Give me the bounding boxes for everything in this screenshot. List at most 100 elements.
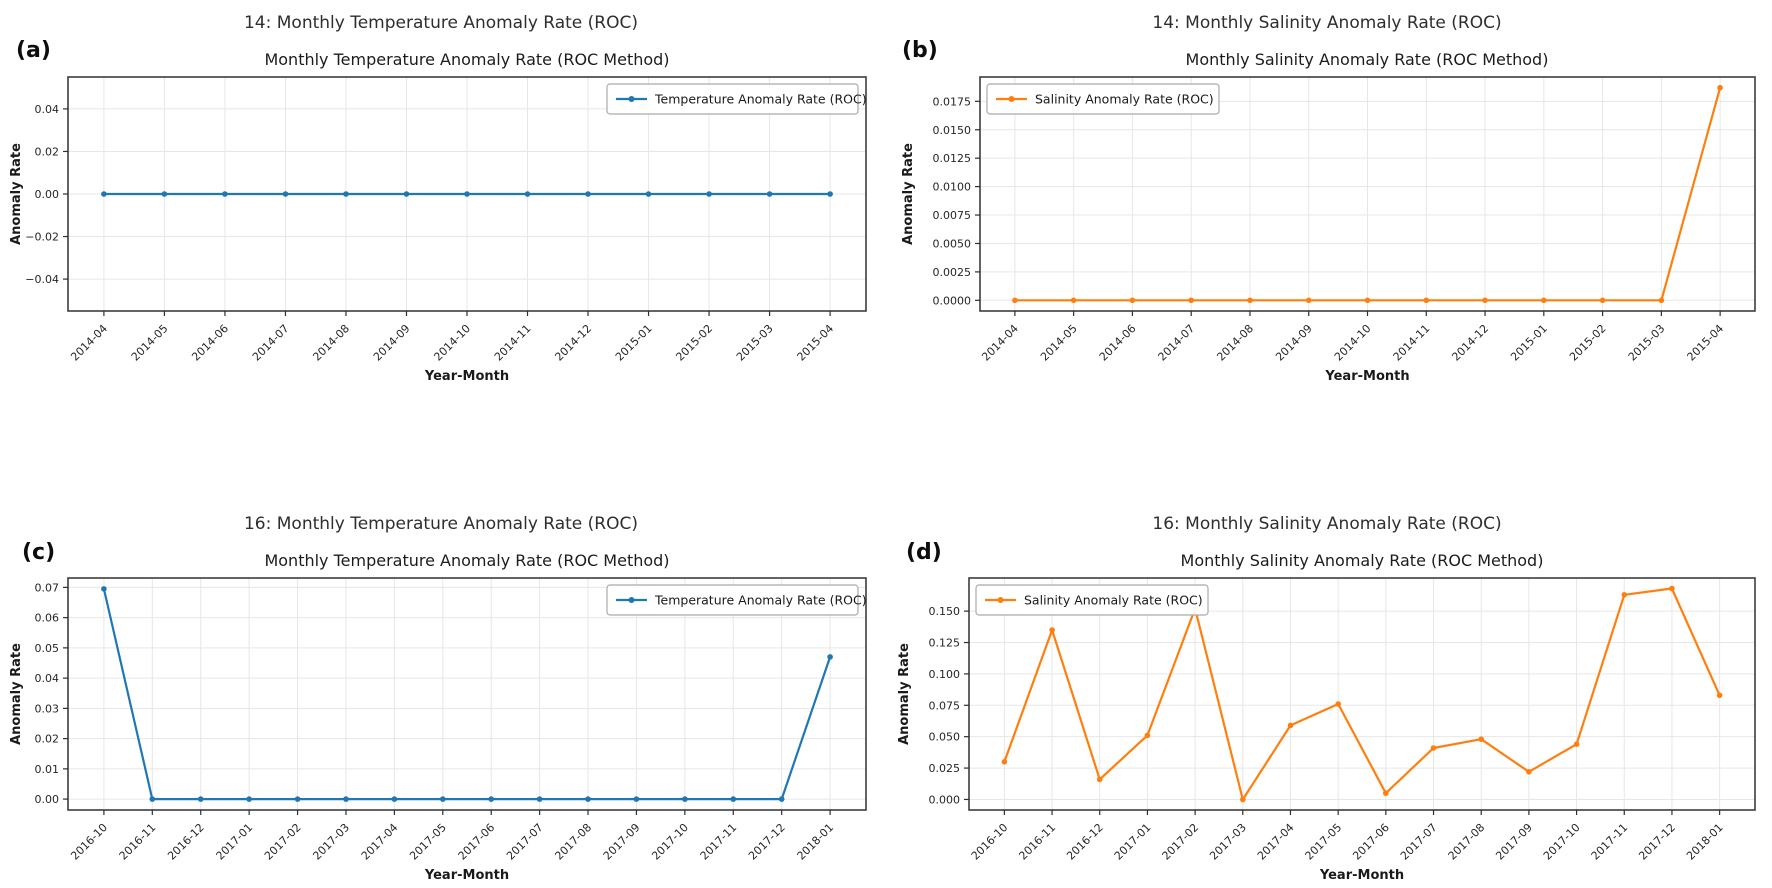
svg-text:0.0000: 0.0000 (933, 294, 972, 307)
svg-text:2017-07: 2017-07 (504, 821, 546, 863)
svg-text:2015-01: 2015-01 (613, 322, 655, 364)
svg-text:2014-08: 2014-08 (1214, 322, 1256, 364)
panel-c-letter: (c) (22, 540, 56, 565)
svg-text:0.04: 0.04 (35, 103, 60, 116)
svg-text:2017-04: 2017-04 (359, 821, 401, 863)
svg-text:2016-11: 2016-11 (1016, 821, 1058, 863)
svg-text:2014-06: 2014-06 (189, 322, 231, 364)
chart-b-x-tick-labels: 2014-04 2014-05 2014-06 2014-07 2014-08 2014-… (979, 322, 1726, 364)
panel-d-letter: (d) (906, 540, 942, 565)
svg-text:0.0075: 0.0075 (933, 209, 972, 222)
svg-text:2014-10: 2014-10 (1332, 322, 1374, 364)
svg-text:2014-12: 2014-12 (1449, 322, 1491, 364)
chart-d-y-axis-label: Anomaly Rate (897, 643, 912, 745)
svg-text:2014-11: 2014-11 (492, 322, 534, 364)
svg-text:2017-07: 2017-07 (1398, 821, 1440, 863)
svg-text:2014-11: 2014-11 (1391, 322, 1433, 364)
chart-a-ticks (63, 108, 831, 316)
svg-text:0.0125: 0.0125 (933, 152, 972, 165)
svg-text:2017-05: 2017-05 (407, 821, 449, 863)
chart-c-ticks (63, 586, 831, 815)
chart-d-legend: Salinity Anomaly Rate (ROC) (975, 584, 1209, 616)
svg-text:2014-12: 2014-12 (552, 322, 594, 364)
svg-text:2016-10: 2016-10 (68, 821, 110, 863)
chart-d-x-tick-labels: 2016-10 2016-11 2016-12 2017-01 2017-02 2017-… (969, 821, 1726, 863)
panel-a-letter: (a) (16, 38, 51, 63)
chart-a-x-tick-labels: 2014-04 2014-05 2014-06 2014-07 2014-08 2014-… (68, 322, 836, 364)
svg-text:2015-01: 2015-01 (1508, 322, 1550, 364)
chart-a: 2014-04 2014-05 2014-06 2014-07 2014-08 2014-… (9, 76, 867, 384)
chart-c-grid (68, 578, 866, 810)
svg-text:2017-10: 2017-10 (1541, 821, 1583, 863)
svg-text:0.150: 0.150 (929, 605, 961, 618)
svg-text:2015-04: 2015-04 (1685, 322, 1727, 364)
chart-b-x-axis-label: Year-Month (1324, 369, 1409, 384)
svg-text:2017-10: 2017-10 (649, 821, 691, 863)
chart-d-spines (968, 577, 1756, 811)
chart-c-legend: Temperature Anomaly Rate (ROC) (606, 584, 867, 616)
chart-d-y-tick-labels: 0.000 0.025 0.050 0.075 0.100 0.125 0.150 (929, 605, 961, 806)
svg-text:−0.02: −0.02 (25, 231, 59, 244)
chart-b-legend-swatch (996, 96, 1027, 102)
chart-b-series-markers (1012, 84, 1723, 304)
svg-text:2015-02: 2015-02 (673, 322, 715, 364)
chart-b-legend-label: Salinity Anomaly Rate (ROC) (1035, 92, 1214, 107)
chart-d-legend-label: Salinity Anomaly Rate (ROC) (1024, 593, 1203, 608)
svg-text:0.000: 0.000 (929, 793, 961, 806)
chart-a-y-axis-label: Anomaly Rate (9, 143, 24, 245)
chart-b-legend: Salinity Anomaly Rate (ROC) (986, 83, 1220, 115)
svg-text:0.0025: 0.0025 (933, 266, 972, 279)
chart-a-y-tick-labels: −0.04 −0.02 0.00 0.02 0.04 (25, 103, 59, 286)
svg-text:2017-03: 2017-03 (310, 821, 352, 863)
svg-text:2015-03: 2015-03 (1626, 322, 1668, 364)
svg-text:−0.04: −0.04 (25, 273, 59, 286)
svg-text:0.050: 0.050 (929, 731, 961, 744)
svg-text:0.100: 0.100 (929, 668, 961, 681)
svg-text:2014-10: 2014-10 (431, 322, 473, 364)
chart-c-legend-swatch (616, 597, 647, 603)
svg-text:2016-10: 2016-10 (969, 821, 1011, 863)
svg-text:2017-03: 2017-03 (1207, 821, 1249, 863)
svg-text:2017-09: 2017-09 (601, 821, 643, 863)
svg-text:0.02: 0.02 (35, 145, 60, 158)
svg-text:2014-04: 2014-04 (68, 322, 110, 364)
panel-b-suptitle: 14: Monthly Salinity Anomaly Rate (ROC) (1152, 13, 1502, 33)
svg-text:0.02: 0.02 (35, 733, 60, 746)
chart-d: 2016-10 2016-11 2016-12 2017-01 2017-02 2017-… (897, 577, 1756, 883)
svg-text:2018-01: 2018-01 (795, 821, 837, 863)
svg-text:0.04: 0.04 (35, 672, 60, 685)
chart-c-y-axis-label: Anomaly Rate (9, 643, 24, 745)
svg-text:0.0150: 0.0150 (933, 124, 972, 137)
chart-c-spines (67, 577, 867, 811)
chart-b: 2014-04 2014-05 2014-06 2014-07 2014-08 2014-… (901, 76, 1756, 384)
svg-text:2017-04: 2017-04 (1255, 821, 1297, 863)
svg-text:2014-07: 2014-07 (1156, 322, 1198, 364)
svg-text:2017-11: 2017-11 (1589, 821, 1631, 863)
chart-a-legend-swatch (616, 96, 647, 102)
chart-b-y-axis-label: Anomaly Rate (901, 143, 916, 245)
svg-text:2016-12: 2016-12 (165, 821, 207, 863)
chart-c-legend-label: Temperature Anomaly Rate (ROC) (654, 593, 867, 608)
svg-text:0.0050: 0.0050 (933, 237, 972, 250)
svg-text:2018-01: 2018-01 (1684, 821, 1726, 863)
svg-text:2017-02: 2017-02 (262, 821, 304, 863)
svg-text:2014-05: 2014-05 (1038, 322, 1080, 364)
chart-a-x-axis-label: Year-Month (424, 369, 509, 384)
svg-text:2014-09: 2014-09 (371, 322, 413, 364)
svg-text:2017-09: 2017-09 (1493, 821, 1535, 863)
svg-text:2017-01: 2017-01 (214, 821, 256, 863)
svg-text:0.075: 0.075 (929, 699, 961, 712)
svg-text:0.07: 0.07 (35, 581, 60, 594)
panel-b-letter: (b) (902, 38, 938, 63)
svg-text:0.00: 0.00 (35, 188, 60, 201)
svg-text:0.03: 0.03 (35, 702, 60, 715)
chart-c-series-markers (101, 586, 833, 802)
svg-text:2017-12: 2017-12 (1636, 821, 1678, 863)
svg-text:0.025: 0.025 (929, 762, 961, 775)
svg-text:0.06: 0.06 (35, 612, 60, 625)
chart-b-ticks (975, 100, 1721, 316)
svg-text:2015-03: 2015-03 (734, 322, 776, 364)
svg-text:0.0175: 0.0175 (933, 95, 972, 108)
svg-text:2016-11: 2016-11 (117, 821, 159, 863)
panel-a-axes-title: Monthly Temperature Anomaly Rate (ROC Me… (264, 50, 670, 69)
